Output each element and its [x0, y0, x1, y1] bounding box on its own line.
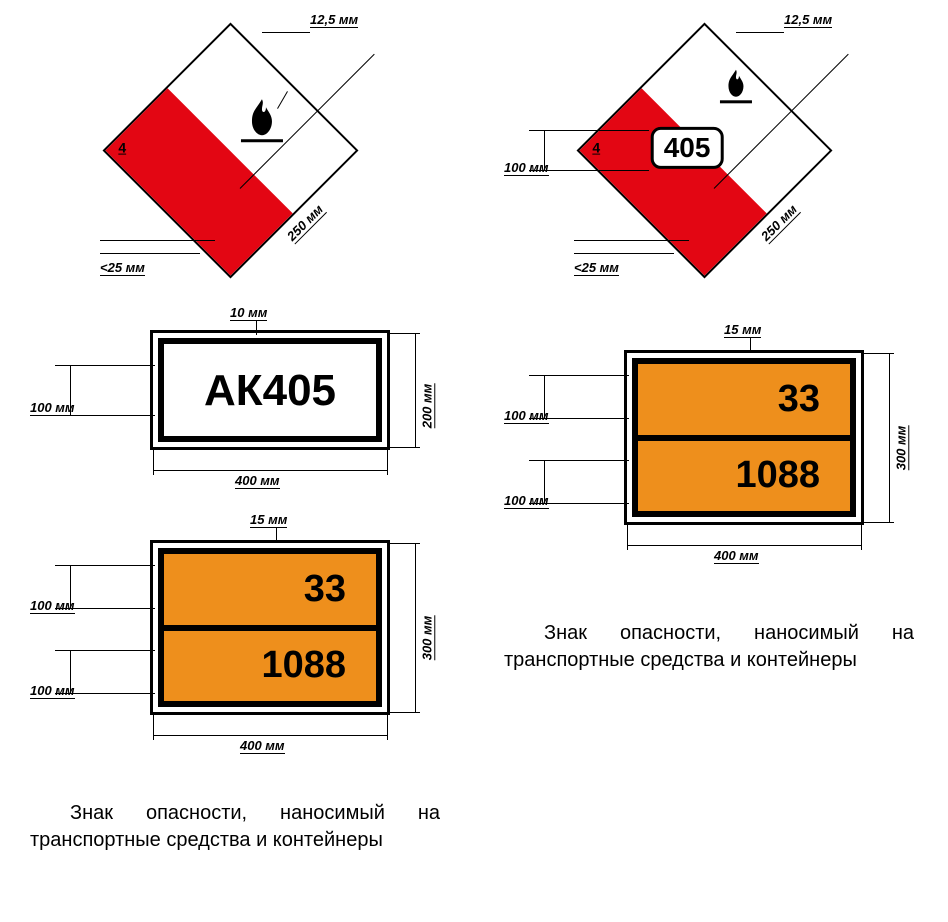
- dim-op-border: 15 мм: [250, 512, 287, 528]
- dim-corner: <25 мм: [574, 260, 619, 276]
- caption-left: Знак опасности, наносимый на транспортны…: [30, 800, 440, 854]
- class-number: 4: [592, 140, 600, 156]
- ak-plate: АК405: [150, 330, 390, 450]
- class-number: 4: [118, 140, 126, 156]
- un-number: 1088: [164, 644, 376, 687]
- dim-op-th1: 100 мм: [504, 408, 549, 424]
- dim-op-h: 300 мм: [419, 616, 435, 661]
- dim-border: 12,5 мм: [310, 12, 358, 28]
- dim-center-h: 100 мм: [504, 160, 549, 176]
- orange-plate-left: 33 1088: [150, 540, 390, 715]
- flame-icon: [721, 68, 751, 98]
- dim-border: 12,5 мм: [784, 12, 832, 28]
- dim-ak-th: 100 мм: [30, 400, 75, 416]
- caption-right: Знак опасности, наносимый на транспортны…: [504, 620, 914, 674]
- dim-op-th2: 100 мм: [30, 683, 75, 699]
- dim-ak-h: 200 мм: [419, 384, 435, 429]
- diamond-figure-right: 4 405 12,5 мм 250 мм <25 мм 100 мм: [474, 0, 948, 300]
- right-column: 4 405 12,5 мм 250 мм <25 мм 100 мм 33 10…: [474, 0, 948, 300]
- dim-op-w: 400 мм: [714, 548, 759, 564]
- dim-op-w: 400 мм: [240, 738, 285, 754]
- center-number-plate: 405: [651, 127, 724, 169]
- dim-op-border: 15 мм: [724, 322, 761, 338]
- diamond-figure-left: 4 12,5 мм 250 мм <25 мм: [0, 0, 474, 300]
- dim-op-th2: 100 мм: [504, 493, 549, 509]
- dim-op-h: 300 мм: [893, 426, 909, 471]
- ak-plate-text: АК405: [164, 366, 376, 416]
- un-number: 1088: [638, 454, 850, 497]
- dim-corner: <25 мм: [100, 260, 145, 276]
- flame-icon: [242, 97, 282, 137]
- dim-op-th1: 100 мм: [30, 598, 75, 614]
- dim-ak-w: 400 мм: [235, 473, 280, 489]
- orange-plate-right: 33 1088: [624, 350, 864, 525]
- hazard-code: 33: [638, 378, 850, 421]
- hazard-code: 33: [164, 568, 376, 611]
- dim-ak-border: 10 мм: [230, 305, 267, 321]
- left-column: 4 12,5 мм 250 мм <25 мм АК405 10 мм 200 …: [0, 0, 474, 300]
